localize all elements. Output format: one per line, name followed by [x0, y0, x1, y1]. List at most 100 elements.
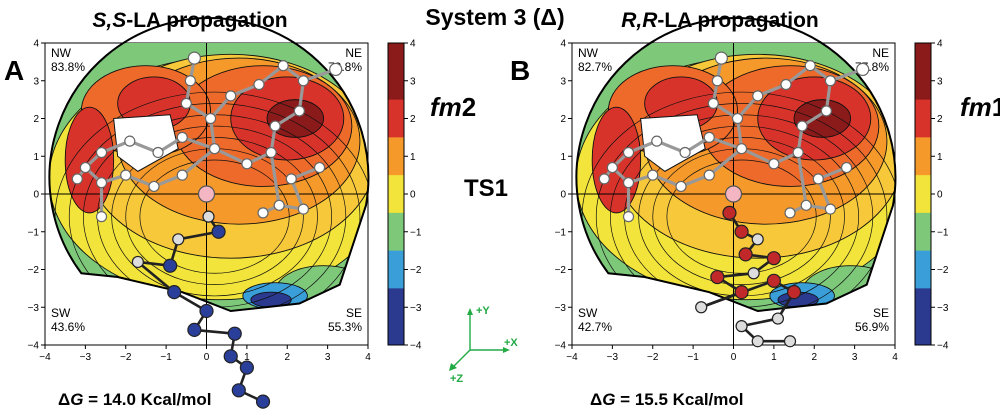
contour-line: [139, 159, 290, 274]
colorbar: −4 −3 −2 −1 0 1 2 3 4: [914, 39, 949, 352]
ligand-atom: [800, 199, 812, 211]
ligand-atom: [257, 207, 269, 219]
y-tick-label: 0: [560, 190, 566, 201]
y-tick-label: −3: [555, 303, 567, 314]
chain-atom: [202, 210, 215, 223]
y-tick-label: −2: [28, 265, 40, 276]
colorbar-segment: [388, 99, 404, 119]
quadrant-nw-label: NW: [578, 46, 599, 60]
ligand-atom: [120, 169, 132, 181]
colorbar-segment: [388, 212, 404, 233]
x-tick-label: −3: [607, 352, 619, 363]
colorbar-tick-label: 1: [937, 152, 943, 163]
colorbar-segment: [388, 307, 404, 327]
ligand-atom: [225, 90, 237, 102]
colorbar-segment: [388, 156, 404, 176]
colorbar-segment: [915, 175, 931, 195]
contour-line: [68, 103, 361, 312]
ligand-atom: [714, 51, 728, 65]
ligand-atom: [277, 60, 289, 72]
chain-atom: [695, 301, 708, 314]
y-tick-label: −4: [28, 341, 40, 352]
colorbar-tick-label: 3: [410, 76, 416, 87]
colorbar-b-label: fm1: [960, 92, 1000, 122]
x-tick-label: −1: [160, 352, 172, 363]
ligand-atom: [731, 112, 744, 125]
metal-center: [197, 185, 216, 203]
ligand-structure: [71, 51, 343, 223]
ligand-atom: [768, 158, 780, 170]
ligand-bond: [181, 147, 216, 177]
colorbar-tick-label: 0: [410, 190, 416, 201]
colorbar-segment: [915, 80, 931, 101]
axis-legend-z-arrow: [451, 349, 471, 369]
quadrant-sw-value: 43.6%: [51, 320, 85, 334]
ligand-atom: [329, 62, 343, 77]
quadrant-se-value: 56.9%: [855, 320, 889, 334]
chain-atom: [131, 255, 144, 269]
polymer-chain: [695, 205, 802, 348]
ligand-atom: [707, 97, 719, 110]
x-tick-label: −1: [687, 352, 699, 363]
colorbar-segment: [915, 99, 931, 119]
chain-atom: [783, 335, 797, 348]
chain-atom: [786, 285, 802, 300]
chain-bond: [137, 260, 176, 294]
y-tick-label: −1: [28, 227, 40, 238]
colorbar-segment: [388, 269, 404, 289]
panel-b-delta-g: ΔG = 15.5 Kcal/mol: [590, 390, 744, 409]
colorbar-tick-label: 4: [410, 39, 416, 50]
ligand-atom: [679, 146, 691, 159]
y-tick-label: 3: [560, 76, 566, 87]
y-tick-label: 2: [560, 114, 566, 125]
colorbar-segment: [388, 175, 404, 195]
x-tick-label: 3: [852, 352, 858, 363]
panel-a-letter: A: [4, 55, 24, 86]
chain-atom: [163, 258, 178, 273]
colorbar-segment: [915, 269, 931, 289]
colorbar-segment: [915, 118, 931, 138]
colorbar-tick-label: 2: [937, 114, 943, 125]
contour-band: [266, 99, 325, 138]
ligand-atom: [622, 146, 635, 159]
x-tick-label: −2: [647, 352, 659, 363]
ligand-atom: [735, 143, 748, 155]
colorbar-segment: [388, 61, 404, 82]
axis-legend-x-label: +X: [504, 337, 518, 349]
ligand-bond: [796, 152, 808, 206]
ligand-atom: [703, 131, 715, 143]
panel-a-title: S,S-LA propagation: [92, 9, 287, 32]
chain-atom: [766, 273, 781, 288]
chain-atom: [187, 322, 202, 337]
ligand-atom: [95, 146, 108, 159]
y-tick-label: 4: [33, 39, 39, 50]
x-tick-label: 1: [244, 352, 250, 363]
colorbar-segment: [388, 80, 404, 101]
ligand-bond: [181, 135, 216, 151]
colorbar-segment: [388, 231, 404, 252]
chain-atom: [734, 224, 749, 239]
panel-a: −4 −3 −2 −1 0 1 2 3 4−4−3−2−101234NW83.8%NE78.8%…: [28, 17, 422, 409]
chain-atom: [227, 326, 242, 341]
ligand-atom: [804, 60, 816, 72]
ligand-atom: [856, 62, 870, 77]
ligand-atom: [148, 180, 160, 193]
ligand-atom: [269, 120, 281, 132]
quadrant-nw-value: 83.8%: [51, 60, 85, 74]
y-tick-label: 4: [560, 39, 566, 50]
quadrant-sw-label: SW: [578, 306, 598, 320]
chain-atom: [738, 247, 753, 262]
quadrant-se-label: SE: [346, 306, 362, 320]
quadrant-ne-label: NE: [345, 46, 362, 60]
ligand-atom: [824, 203, 837, 215]
ligand-atom: [95, 211, 108, 223]
x-tick-label: 2: [811, 352, 817, 363]
y-tick-label: −1: [555, 227, 567, 238]
ligand-atom: [285, 173, 297, 185]
steric-pocket: [113, 114, 179, 172]
colorbar-a-label: fm2: [430, 92, 476, 122]
ligand-atom: [820, 105, 832, 117]
chain-atom: [722, 205, 737, 220]
axis-legend-x-head: [503, 347, 510, 353]
